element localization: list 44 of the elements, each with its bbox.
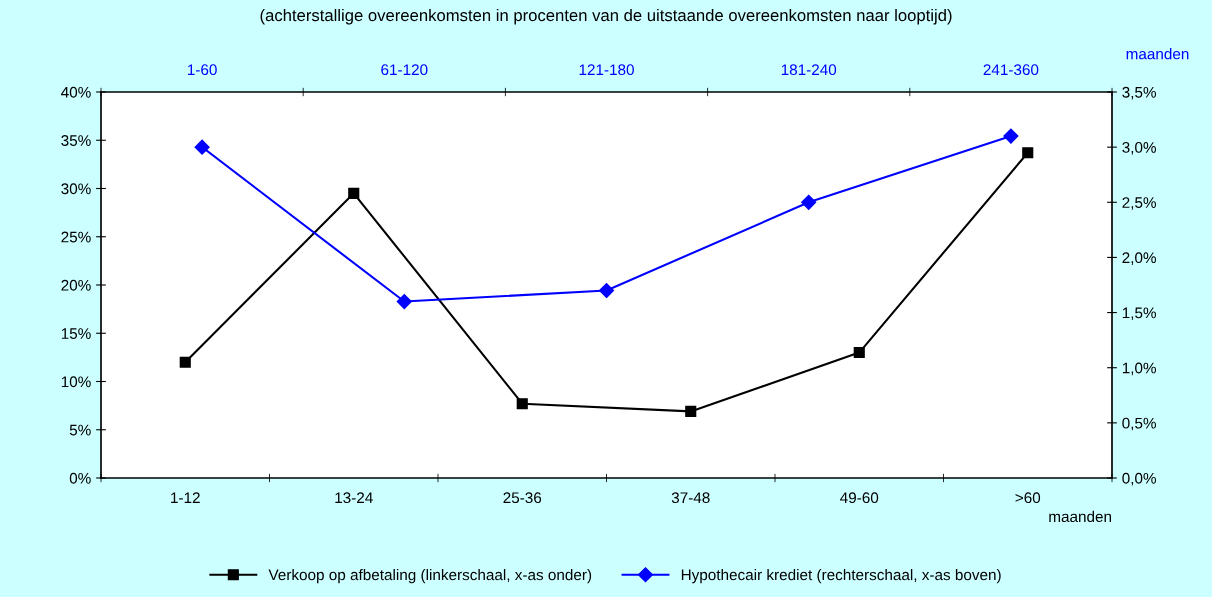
y2-tick-label: 1,0% (1122, 362, 1156, 376)
x-tick-label: 181-240 (781, 64, 837, 76)
y2-tick-label: 3,0% (1122, 142, 1156, 155)
y-tick-label: 10% (61, 376, 91, 388)
point (801, 194, 817, 210)
y-tick-label: 0% (69, 472, 91, 484)
x-tick-label: 49-60 (840, 492, 879, 504)
x-tick-label: >60 (1015, 492, 1041, 504)
y2-tick-label: 0,0% (1122, 472, 1156, 486)
y-tick-label: 15% (61, 328, 91, 339)
x-tick-label: 1-12 (171, 492, 200, 503)
point (1003, 128, 1019, 144)
legend-label: Verkoop op afbetaling (linkerschaal, x-as onder) (268, 569, 592, 584)
y-tick-label: 25% (61, 231, 91, 243)
chart-subtitle: (achterstallige overeenkomsten in procenten van de uitstaande overeenkomsten naar looptijd) (260, 8, 952, 25)
point (396, 293, 412, 310)
legend-label: Hypothecair krediet (rechterschaal, x-as boven) (681, 569, 1001, 584)
x-tick-label: 241-360 (983, 64, 1039, 76)
y2-tick-label: 2,5% (1122, 197, 1156, 210)
x-tick-label: 25-36 (503, 492, 542, 504)
point (194, 139, 210, 155)
point (179, 356, 191, 368)
x-tick-label: 1-60 (187, 64, 217, 76)
y-tick-label: 30% (61, 183, 91, 195)
x-tick-label: 13-24 (335, 492, 373, 504)
y2-tick-label: 0,5% (1122, 417, 1156, 431)
y-tick-label: 5% (69, 424, 91, 436)
y-tick-label: 35% (61, 135, 91, 146)
point (685, 405, 697, 417)
x-tick-label: 61-120 (381, 64, 428, 76)
x-tick-label: 121-180 (579, 64, 634, 76)
y-tick-label: 20% (61, 279, 91, 291)
point (598, 282, 615, 299)
point (348, 187, 360, 199)
y2-tick-label: 2,0% (1122, 252, 1156, 265)
point (516, 398, 528, 410)
y-tick-label: 40% (61, 86, 91, 98)
point (1022, 147, 1034, 159)
x-tick-label: 37-48 (671, 492, 710, 504)
x2-axis-title: maanden (1126, 48, 1189, 60)
x-axis-title: maanden (1049, 510, 1112, 523)
y2-tick-label: 3,5% (1122, 86, 1156, 100)
point (853, 346, 865, 359)
y2-tick-label: 1,5% (1122, 307, 1156, 321)
